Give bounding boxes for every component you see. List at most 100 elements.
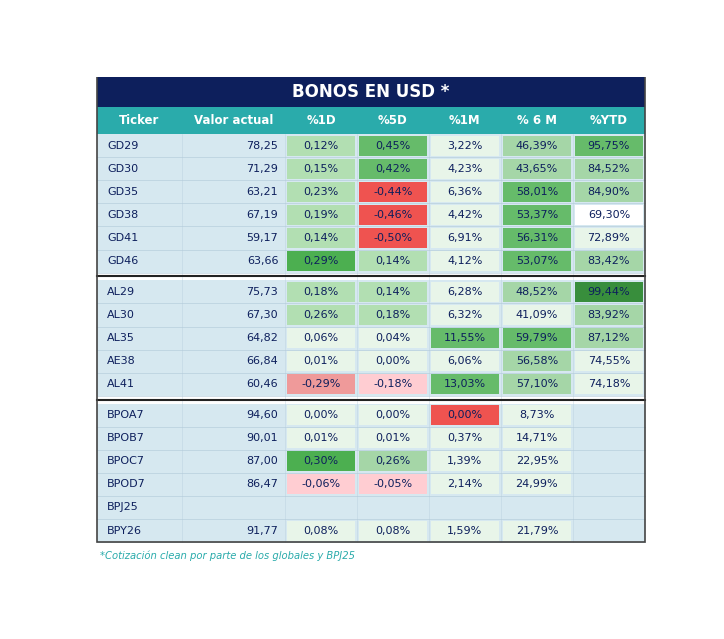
Bar bbox=[287, 521, 355, 541]
Bar bbox=[431, 205, 500, 225]
Bar bbox=[502, 158, 571, 179]
Text: 0,08%: 0,08% bbox=[375, 526, 411, 535]
Text: BONOS EN USD *: BONOS EN USD * bbox=[292, 82, 450, 101]
Bar bbox=[431, 328, 500, 348]
Text: 0,30%: 0,30% bbox=[303, 456, 339, 466]
Text: 0,06%: 0,06% bbox=[303, 333, 339, 343]
Text: AL30: AL30 bbox=[107, 310, 135, 320]
Bar bbox=[358, 328, 427, 348]
Text: 0,12%: 0,12% bbox=[303, 141, 339, 151]
Text: 0,29%: 0,29% bbox=[303, 256, 339, 266]
Bar bbox=[575, 158, 643, 179]
Bar bbox=[502, 228, 571, 248]
Bar bbox=[502, 451, 571, 472]
Bar bbox=[358, 158, 427, 179]
Bar bbox=[502, 205, 571, 225]
Text: 3,22%: 3,22% bbox=[447, 141, 483, 151]
Text: 87,12%: 87,12% bbox=[588, 333, 630, 343]
Text: 0,26%: 0,26% bbox=[303, 310, 339, 320]
Text: 53,37%: 53,37% bbox=[515, 210, 558, 220]
Bar bbox=[358, 351, 427, 371]
Text: 6,91%: 6,91% bbox=[447, 233, 483, 243]
Text: 59,79%: 59,79% bbox=[515, 333, 558, 343]
Text: 74,18%: 74,18% bbox=[588, 380, 630, 389]
Text: 60,46: 60,46 bbox=[247, 380, 278, 389]
Bar bbox=[97, 134, 645, 157]
Bar bbox=[97, 327, 645, 350]
Bar bbox=[502, 181, 571, 202]
Text: 56,31%: 56,31% bbox=[515, 233, 558, 243]
Text: 6,06%: 6,06% bbox=[447, 356, 482, 366]
Text: 74,55%: 74,55% bbox=[588, 356, 630, 366]
Bar bbox=[97, 203, 645, 226]
Bar bbox=[358, 282, 427, 302]
Text: Valor actual: Valor actual bbox=[194, 114, 273, 127]
Text: AL41: AL41 bbox=[107, 380, 135, 389]
Text: 6,32%: 6,32% bbox=[447, 310, 483, 320]
Text: AL35: AL35 bbox=[107, 333, 135, 343]
Text: %1M: %1M bbox=[449, 114, 481, 127]
Bar bbox=[431, 428, 500, 449]
Bar bbox=[431, 474, 500, 495]
Text: 83,92%: 83,92% bbox=[588, 310, 630, 320]
Text: 67,19: 67,19 bbox=[246, 210, 278, 220]
Text: 0,01%: 0,01% bbox=[303, 356, 339, 366]
Bar bbox=[287, 181, 355, 202]
Bar bbox=[287, 205, 355, 225]
Text: 6,28%: 6,28% bbox=[447, 287, 483, 297]
Bar bbox=[97, 427, 645, 450]
Bar bbox=[97, 157, 645, 180]
Bar bbox=[287, 135, 355, 156]
Bar bbox=[358, 451, 427, 472]
Text: 57,10%: 57,10% bbox=[515, 380, 558, 389]
Text: 63,21: 63,21 bbox=[247, 187, 278, 197]
Text: 0,18%: 0,18% bbox=[303, 287, 339, 297]
Text: *Cotización clean por parte de los globales y BPJ25: *Cotización clean por parte de los globa… bbox=[100, 550, 355, 561]
Text: 63,66: 63,66 bbox=[247, 256, 278, 266]
Bar bbox=[502, 328, 571, 348]
Text: -0,44%: -0,44% bbox=[374, 187, 413, 197]
Text: 99,44%: 99,44% bbox=[588, 287, 630, 297]
Bar bbox=[97, 281, 645, 304]
Text: 0,15%: 0,15% bbox=[303, 164, 339, 174]
Text: 0,01%: 0,01% bbox=[303, 433, 339, 443]
Bar bbox=[502, 305, 571, 325]
Text: 24,99%: 24,99% bbox=[515, 479, 558, 489]
Bar bbox=[575, 251, 643, 271]
Text: 48,52%: 48,52% bbox=[515, 287, 558, 297]
Bar bbox=[358, 521, 427, 541]
Text: 4,42%: 4,42% bbox=[447, 210, 483, 220]
Text: 0,04%: 0,04% bbox=[375, 333, 411, 343]
Bar bbox=[575, 282, 643, 302]
Text: 72,89%: 72,89% bbox=[588, 233, 630, 243]
Text: -0,18%: -0,18% bbox=[374, 380, 413, 389]
Bar bbox=[287, 282, 355, 302]
Bar bbox=[431, 521, 500, 541]
Bar bbox=[358, 135, 427, 156]
Bar bbox=[358, 474, 427, 495]
Text: AL29: AL29 bbox=[107, 287, 135, 297]
Bar bbox=[287, 451, 355, 472]
Text: GD46: GD46 bbox=[107, 256, 138, 266]
Bar bbox=[502, 474, 571, 495]
Text: BPOA7: BPOA7 bbox=[107, 410, 145, 420]
Text: -0,50%: -0,50% bbox=[374, 233, 413, 243]
Bar bbox=[97, 76, 645, 107]
Text: %5D: %5D bbox=[378, 114, 408, 127]
Bar bbox=[431, 451, 500, 472]
Text: 64,82: 64,82 bbox=[246, 333, 278, 343]
Text: BPOD7: BPOD7 bbox=[107, 479, 146, 489]
Bar bbox=[431, 405, 500, 425]
Text: 91,77: 91,77 bbox=[246, 526, 278, 535]
Text: GD30: GD30 bbox=[107, 164, 138, 174]
Bar bbox=[358, 305, 427, 325]
Text: 56,58%: 56,58% bbox=[515, 356, 558, 366]
Bar bbox=[97, 250, 645, 273]
Text: 0,00%: 0,00% bbox=[303, 410, 339, 420]
Text: -0,06%: -0,06% bbox=[301, 479, 340, 489]
Bar bbox=[358, 205, 427, 225]
Text: 0,42%: 0,42% bbox=[375, 164, 411, 174]
Text: 11,55%: 11,55% bbox=[444, 333, 486, 343]
Text: %YTD: %YTD bbox=[590, 114, 628, 127]
Bar bbox=[358, 405, 427, 425]
